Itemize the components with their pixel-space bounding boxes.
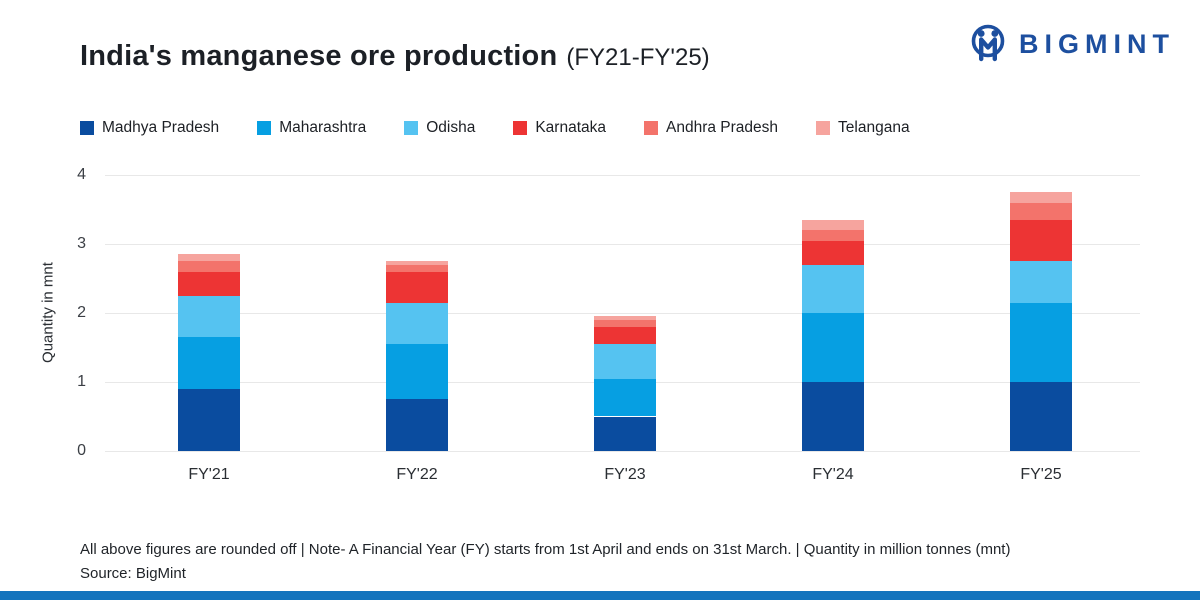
legend-label: Madhya Pradesh xyxy=(102,119,220,136)
legend-swatch-andhra-pradesh xyxy=(644,121,658,135)
y-tick-label-1: 1 xyxy=(77,373,86,390)
legend-swatch-maharashtra xyxy=(257,121,272,135)
bar-segment-andhra-pradesh-FY23 xyxy=(594,319,656,327)
bar-segment-karnataka-FY22 xyxy=(386,271,448,303)
bar-segment-maharashtra-FY24 xyxy=(802,313,864,382)
x-axis-label-FY22: FY'22 xyxy=(396,466,438,483)
legend-label: Telangana xyxy=(838,119,910,136)
legend-label: Maharashtra xyxy=(279,119,367,136)
chart-footer: All above figures are rounded off | Note… xyxy=(80,538,1010,586)
bar-segment-madhya-pradesh-FY24 xyxy=(802,382,864,451)
bar-segment-andhra-pradesh-FY22 xyxy=(386,264,448,272)
bar-segment-madhya-pradesh-FY21 xyxy=(178,388,240,451)
bar-segment-madhya-pradesh-FY25 xyxy=(1010,382,1072,451)
y-tick-label-4: 4 xyxy=(77,166,86,183)
bar-segment-andhra-pradesh-FY24 xyxy=(802,230,864,241)
bar-segment-telangana-FY21 xyxy=(178,254,240,262)
bar-segment-karnataka-FY23 xyxy=(594,326,656,345)
bar-segment-andhra-pradesh-FY21 xyxy=(178,261,240,272)
gridline-3 xyxy=(105,243,1140,245)
bottom-accent-bar xyxy=(0,591,1200,600)
legend-item-karnataka: Karnataka xyxy=(513,119,606,137)
footer-source: Source: BigMint xyxy=(80,565,186,582)
bar-segment-karnataka-FY24 xyxy=(802,240,864,265)
legend-swatch-karnataka xyxy=(513,121,528,135)
y-axis-title: Quantity in mnt xyxy=(39,262,57,363)
bar-segment-karnataka-FY21 xyxy=(178,271,240,296)
x-axis-label-FY23: FY'23 xyxy=(604,466,646,483)
legend-swatch-telangana xyxy=(816,121,831,135)
bar-segment-telangana-FY23 xyxy=(594,316,656,320)
legend-item-maharashtra: Maharashtra xyxy=(257,119,366,137)
chart-title-main: India's manganese ore production xyxy=(80,40,558,72)
y-tick-label-0: 0 xyxy=(77,442,86,459)
x-axis-label-FY25: FY'25 xyxy=(1020,466,1062,483)
bigmint-logo-text: BIGMINT xyxy=(1019,28,1175,59)
bar-segment-maharashtra-FY21 xyxy=(178,337,240,389)
y-tick-label-2: 2 xyxy=(77,304,86,321)
bar-segment-odisha-FY23 xyxy=(594,344,656,379)
bar-segment-maharashtra-FY25 xyxy=(1010,302,1072,382)
legend-swatch-madhya-pradesh xyxy=(80,121,94,135)
gridline-4 xyxy=(105,174,1140,176)
legend-item-telangana: Telangana xyxy=(816,119,910,137)
bar-segment-odisha-FY24 xyxy=(802,264,864,313)
bar-segment-madhya-pradesh-FY22 xyxy=(386,399,448,451)
chart-title-suffix: (FY21-FY'25) xyxy=(566,44,710,71)
chart-title: India's manganese ore production (FY21-FY… xyxy=(80,40,710,73)
bar-segment-karnataka-FY25 xyxy=(1010,219,1072,262)
legend-item-andhra-pradesh: Andhra Pradesh xyxy=(644,119,778,137)
legend-label: Odisha xyxy=(426,119,476,136)
bar-segment-andhra-pradesh-FY25 xyxy=(1010,202,1072,220)
legend-label: Karnataka xyxy=(535,119,606,136)
bar-segment-odisha-FY22 xyxy=(386,302,448,345)
legend-label: Andhra Pradesh xyxy=(666,119,779,136)
bar-segment-odisha-FY25 xyxy=(1010,261,1072,303)
bigmint-logo: BIGMINT xyxy=(966,20,1175,68)
footer-note: All above figures are rounded off | Note… xyxy=(80,541,1011,558)
bar-segment-maharashtra-FY23 xyxy=(594,378,656,417)
legend-item-odisha: Odisha xyxy=(404,119,475,137)
bar-segment-telangana-FY22 xyxy=(386,261,448,265)
bar-segment-telangana-FY25 xyxy=(1010,192,1072,203)
x-axis-label-FY21: FY'21 xyxy=(188,466,230,483)
bar-segment-telangana-FY24 xyxy=(802,219,864,231)
bigmint-logo-icon xyxy=(966,20,1010,68)
legend-item-madhya-pradesh: Madhya Pradesh xyxy=(80,119,219,137)
bar-segment-madhya-pradesh-FY23 xyxy=(594,416,656,451)
gridline-0 xyxy=(105,450,1140,452)
x-axis-label-FY24: FY'24 xyxy=(812,466,854,483)
chart-legend: Madhya Pradesh Maharashtra Odisha Karnataka… xyxy=(80,119,910,137)
y-tick-label-3: 3 xyxy=(77,235,86,252)
legend-swatch-odisha xyxy=(404,121,419,135)
bar-segment-maharashtra-FY22 xyxy=(386,344,448,400)
gridline-2 xyxy=(105,312,1140,314)
bar-segment-odisha-FY21 xyxy=(178,295,240,338)
